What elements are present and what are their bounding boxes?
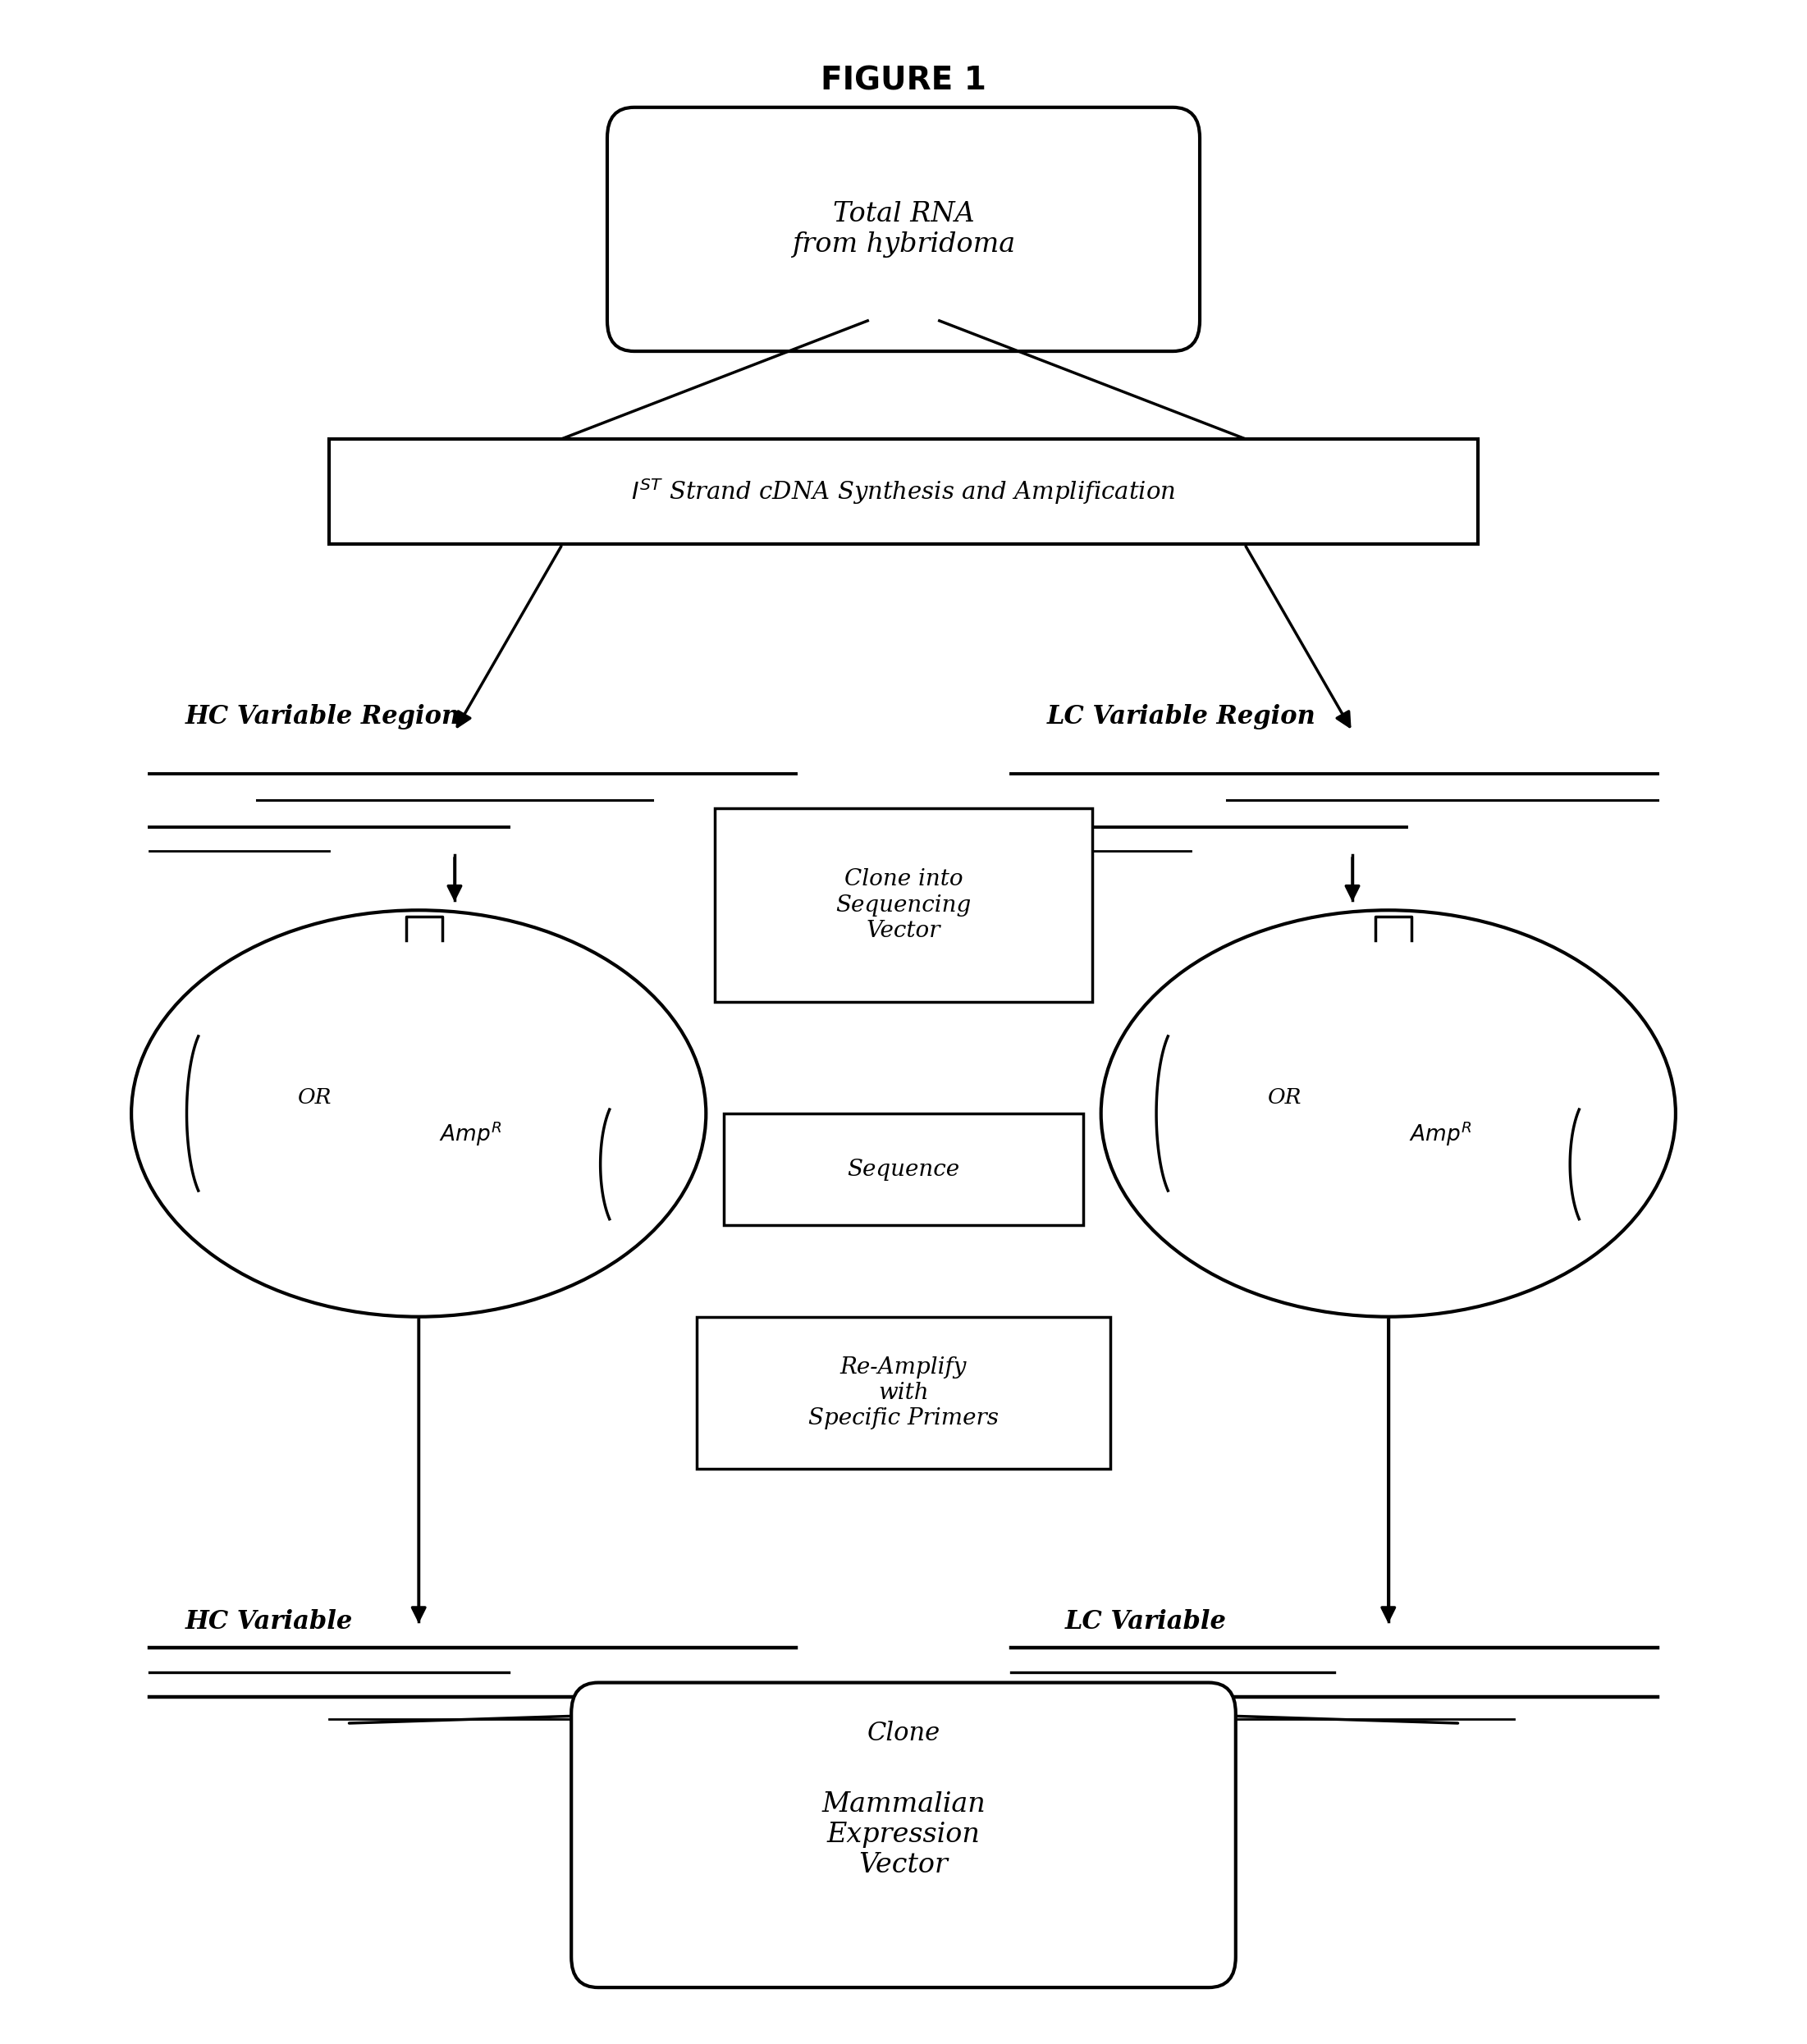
Bar (768, 1694, 1039, 1772)
Text: Clone into
Sequencing
Vector: Clone into Sequencing Vector (835, 869, 972, 942)
Text: LC Variable: LC Variable (1064, 1609, 1227, 1635)
Ellipse shape (132, 910, 707, 1316)
Text: Sequence: Sequence (847, 1159, 960, 1181)
Text: Re-Amplify
with
Specific Primers: Re-Amplify with Specific Primers (808, 1357, 999, 1429)
Text: HC Variable Region: HC Variable Region (186, 705, 461, 730)
Text: $\mathit{Amp^R}$: $\mathit{Amp^R}$ (1409, 1120, 1471, 1149)
Text: FIGURE 1: FIGURE 1 (820, 65, 987, 96)
Bar (698, 1316, 1109, 1470)
FancyBboxPatch shape (571, 1682, 1236, 1987)
Bar (716, 809, 1091, 1002)
FancyBboxPatch shape (607, 108, 1200, 352)
Text: Total RNA
from hybridoma: Total RNA from hybridoma (791, 200, 1016, 258)
Text: $\mathit{Amp^R}$: $\mathit{Amp^R}$ (439, 1120, 502, 1149)
Text: OR: OR (1269, 1087, 1301, 1108)
Bar (329, 439, 1478, 544)
Text: LC Variable Region: LC Variable Region (1046, 705, 1315, 730)
Text: Mammalian
Expression
Vector: Mammalian Expression Vector (822, 1791, 985, 1878)
Text: HC Variable: HC Variable (186, 1609, 352, 1635)
Ellipse shape (1100, 910, 1675, 1316)
Text: $I^{ST}$ Strand cDNA Synthesis and Amplification: $I^{ST}$ Strand cDNA Synthesis and Ampli… (631, 476, 1176, 507)
Text: Clone: Clone (867, 1721, 940, 1746)
Text: OR: OR (298, 1087, 332, 1108)
Bar (725, 1114, 1082, 1224)
